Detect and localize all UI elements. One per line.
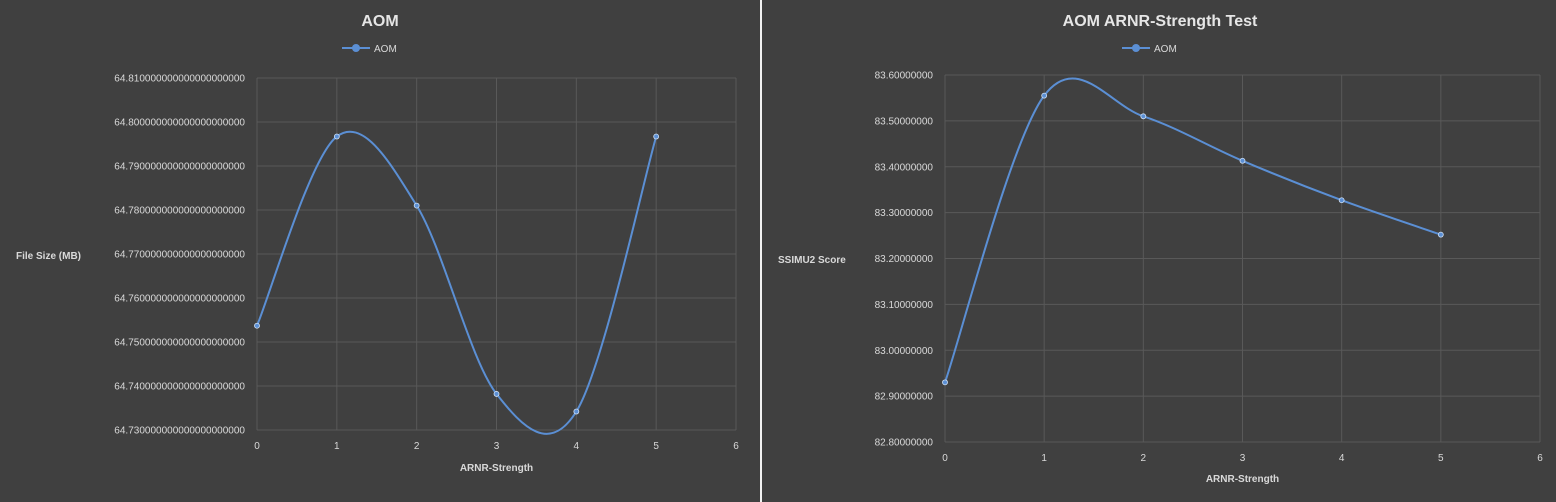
chart1-legend-marker [1132,44,1140,52]
chart1-ytick-label: 82.90000000 [875,392,934,403]
chart0-ytick-label: 64.750000000000000000000 [114,338,245,349]
chart1-data-point [1437,231,1444,238]
chart0-ytick-label: 64.770000000000000000000 [114,250,245,261]
chart1-title: AOM ARNR-Strength Test [1063,13,1258,30]
chart0-data-point [653,133,660,140]
chart1-xtick-label: 6 [1537,453,1543,464]
chart0-x-axis-title: ARNR-Strength [460,463,533,474]
chart-divider [760,0,762,502]
chart0-ytick-label: 64.780000000000000000000 [114,206,245,217]
chart0-xtick-label: 5 [653,441,659,452]
chart1-ytick-label: 83.00000000 [875,346,934,357]
chart1-ytick-label: 83.30000000 [875,208,934,219]
chart1-y-axis-title: SSIMU2 Score [778,255,846,266]
chart1-data-point [1140,113,1147,120]
chart0-ytick-label: 64.790000000000000000000 [114,162,245,173]
chart1-ytick-label: 83.50000000 [875,116,934,127]
chart-ssimu2-score: AOM ARNR-Strength Test AOM 82.80000000 82.9… [778,13,1543,485]
chart0-xtick-label: 3 [494,441,500,452]
chart0-ytick-label: 64.740000000000000000000 [114,382,245,393]
chart0-legend-label: AOM [374,44,397,55]
chart1-x-axis-title: ARNR-Strength [1206,474,1279,485]
chart1-xtick-label: 1 [1041,453,1047,464]
chart1-xtick-label: 3 [1240,453,1246,464]
chart1-data-point [1338,197,1345,204]
chart1-ytick-label: 83.10000000 [875,300,934,311]
chart1-ytick-label: 83.40000000 [875,162,934,173]
chart1-series-line [944,77,1442,383]
chart-file-size: AOM AOM 64.730000000000000000000 64.7400000… [16,13,739,474]
chart0-y-axis-title: File Size (MB) [16,251,81,262]
chart0-legend-marker [352,44,360,52]
chart1-ytick-label: 83.60000000 [875,71,934,82]
chart0-xtick-label: 0 [254,441,260,452]
chart0-title: AOM [361,13,398,30]
chart1-data-point [942,379,948,386]
chart0-data-point [413,202,420,209]
chart0-series-line [256,130,658,435]
chart0-xtick-label: 2 [414,441,420,452]
chart0-xtick-label: 6 [733,441,739,452]
chart0-data-point [493,391,500,397]
chart1-data-point [1239,157,1246,164]
chart1-ytick-label: 82.80000000 [875,438,934,449]
chart1-xtick-label: 0 [942,453,948,464]
chart1-legend-label: AOM [1154,44,1177,55]
chart0-data-point [254,322,260,329]
chart0-xtick-label: 4 [574,441,580,452]
chart1-ytick-label: 83.20000000 [875,254,934,265]
chart0-ytick-label: 64.810000000000000000000 [114,74,245,85]
chart1-xtick-label: 5 [1438,453,1444,464]
chart0-xtick-label: 1 [334,441,340,452]
chart0-data-point [573,408,580,415]
chart0-ytick-label: 64.760000000000000000000 [114,294,245,305]
chart0-ytick-label: 64.730000000000000000000 [114,426,245,437]
chart1-data-point [1041,92,1048,99]
chart0-ytick-label: 64.800000000000000000000 [114,118,245,129]
chart1-xtick-label: 4 [1339,453,1345,464]
chart0-data-point [333,133,340,140]
chart1-xtick-label: 2 [1141,453,1147,464]
